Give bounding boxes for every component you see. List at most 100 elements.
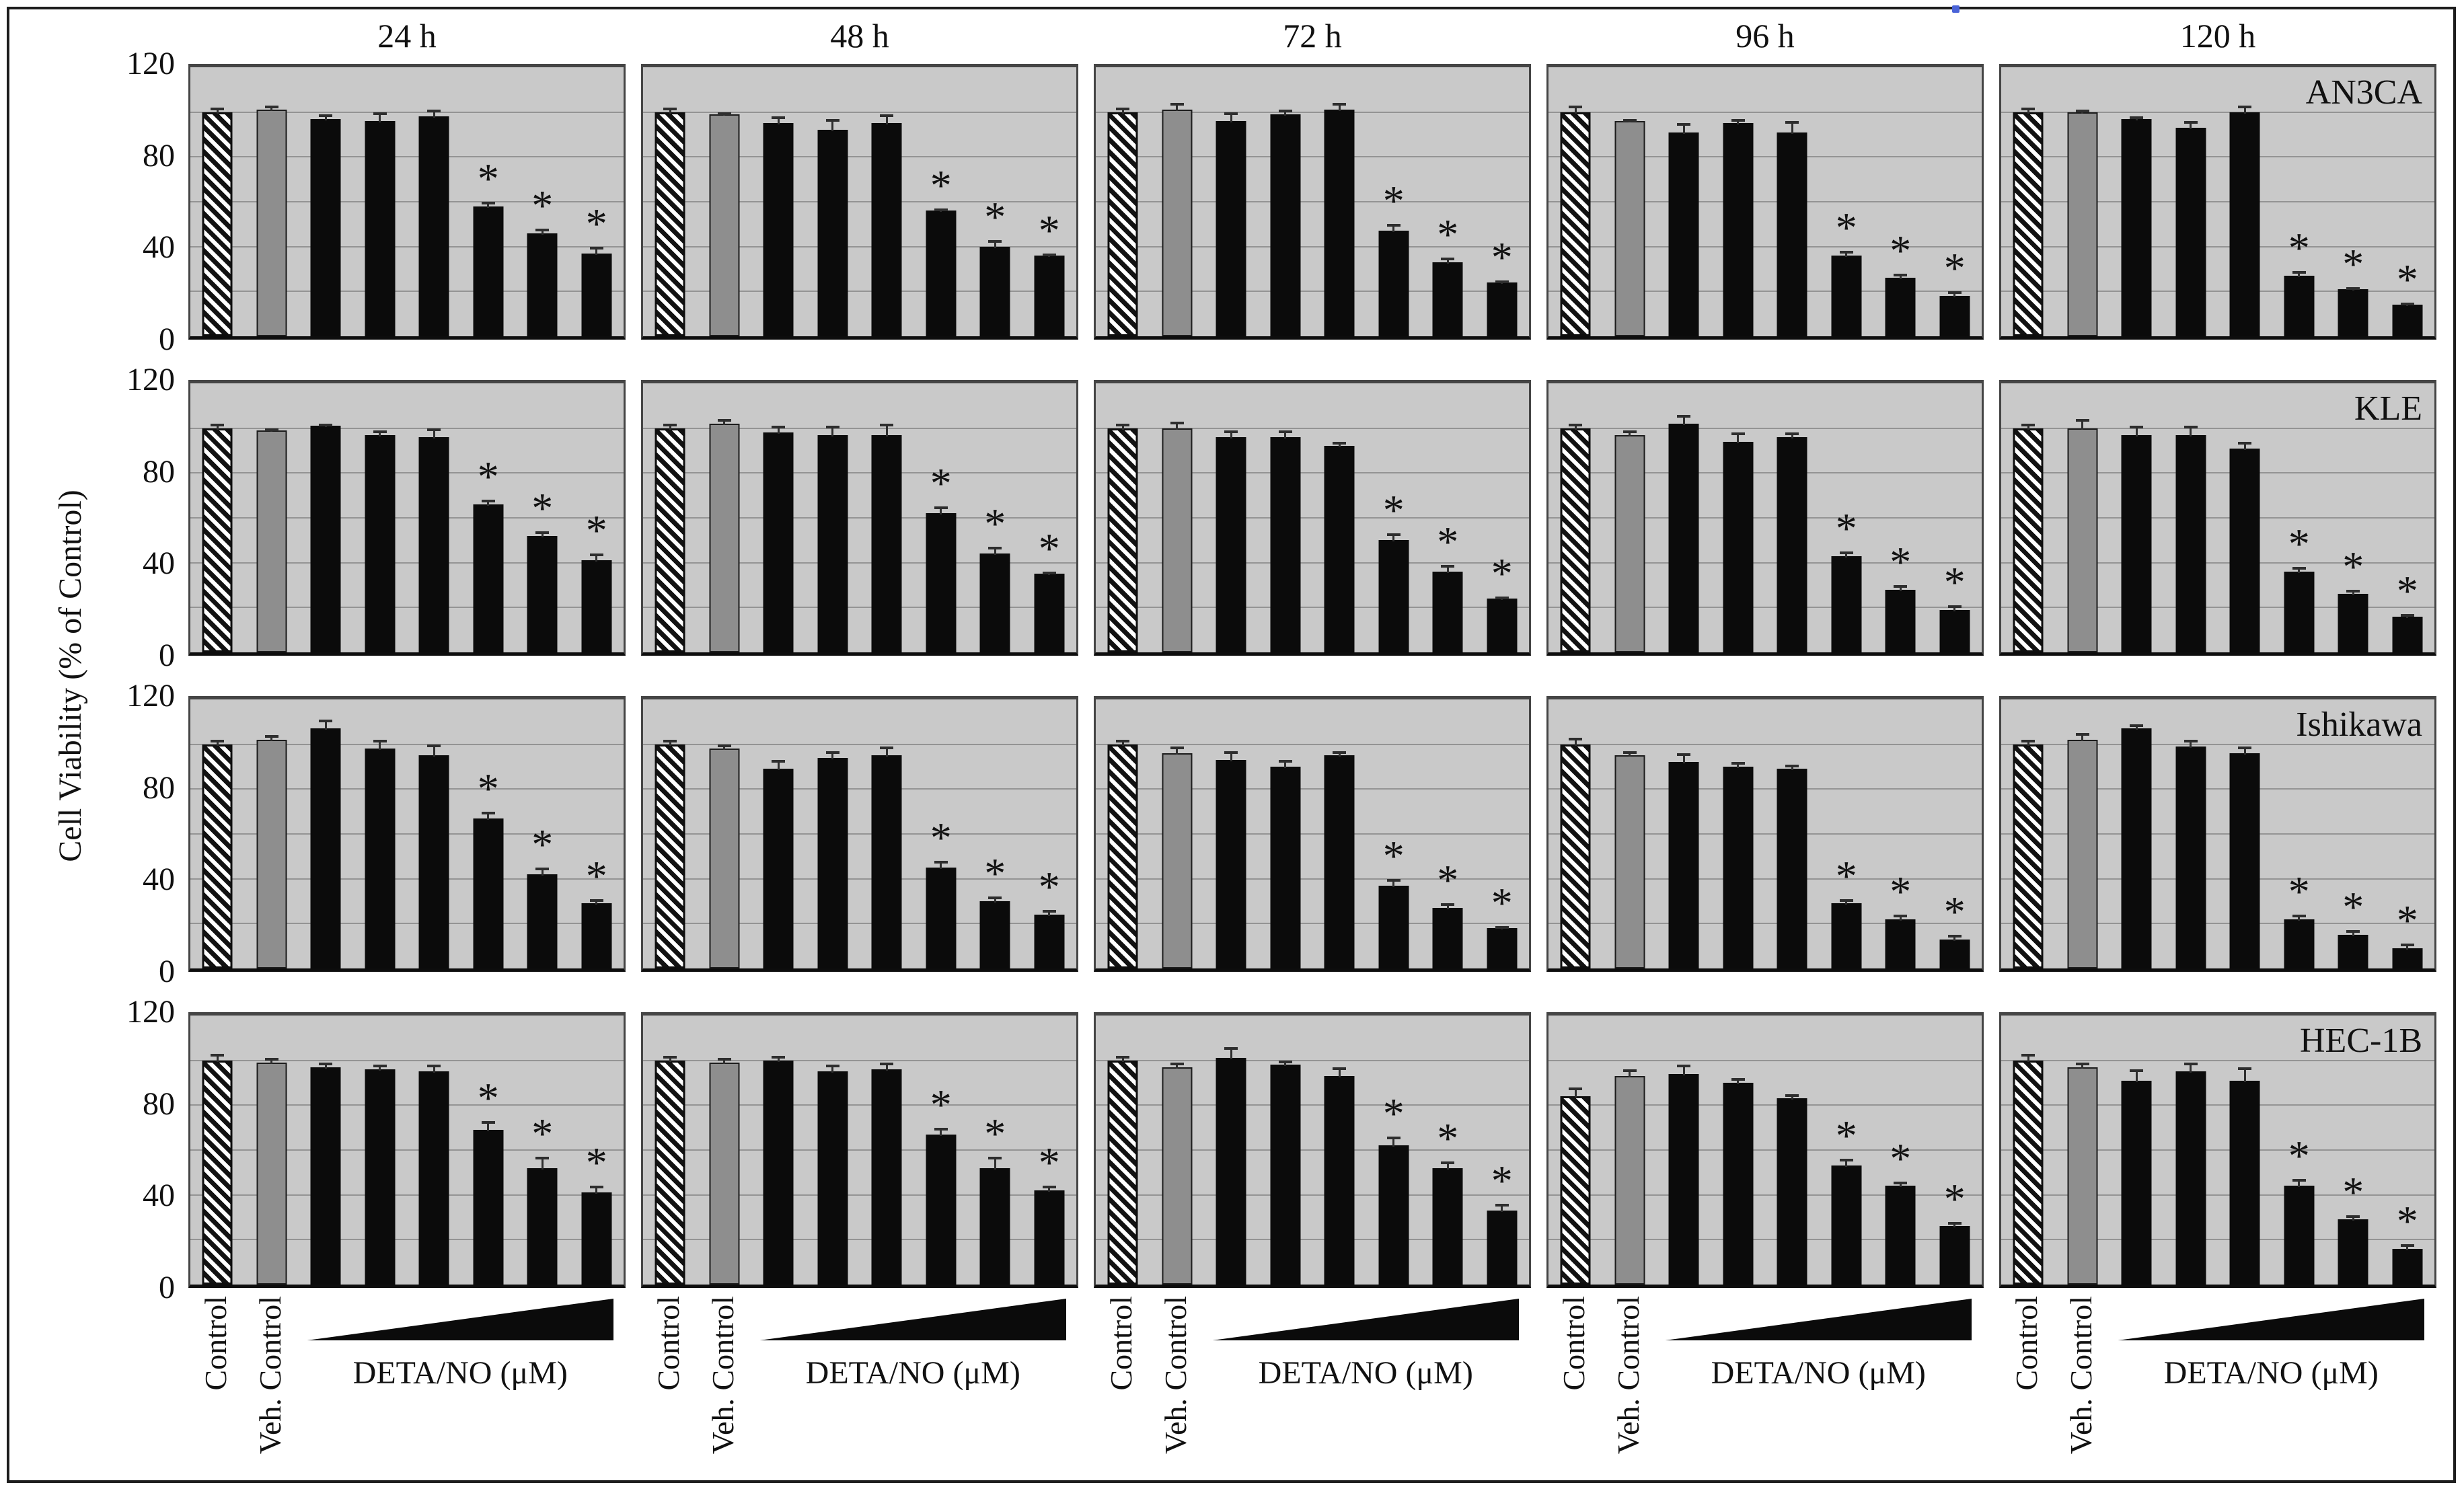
bar-slot: * [968,699,1022,968]
bar-dose-6 [1487,1211,1518,1285]
bar-slot: * [461,1016,516,1285]
bar-slots: * * * [643,67,1076,336]
bar-vehicle-control [709,749,740,968]
bar-slot [2001,383,2056,652]
bar-slot: * [570,383,624,652]
bar-slot: * [2272,383,2327,652]
bar-dose-3 [871,434,902,652]
error-bar [669,108,671,114]
gridline [643,878,1076,880]
bar-dose-4 [2284,572,2315,652]
gridline [190,788,624,790]
bar-control [202,1060,233,1285]
bar-slot [1657,383,1711,652]
bar-vehicle-control [256,430,287,652]
bar-slot: * [968,383,1022,652]
error-bar [324,720,327,730]
gridline [1096,743,1529,745]
cell-line-label: HEC-1B [2300,1022,2422,1060]
bar-control [202,428,233,652]
error-bar [1899,915,1902,921]
error-bar [216,424,219,430]
increasing-dose-wedge-icon [307,1299,613,1340]
bar-dose-1 [763,123,794,336]
panel-HEC-1B-24h: * * * [188,1012,626,1288]
gridline [1096,607,1529,609]
bar-slot: * [1022,1016,1077,1285]
error-bar [216,740,219,746]
column-title: 72 h [1283,17,1342,54]
error-bar [2243,1067,2246,1082]
panel-HEC-1B-72h: * * * [1094,1012,1531,1288]
gridline [1548,562,1982,564]
bar-slots: * * * [190,383,624,652]
bar-dose-4 [1378,231,1409,336]
error-bar [2243,747,2246,755]
significance-asterisk: * [1382,831,1405,880]
bar-slot [1259,383,1313,652]
bar-slot: * [515,383,570,652]
bar-control [202,744,233,968]
gridline [190,1104,624,1106]
bar-vehicle-control [1162,110,1193,336]
bar-slot: * [914,67,969,336]
bar-slot [643,1016,698,1285]
error-bar [1048,253,1051,257]
error-bar [1392,533,1395,542]
error-bar [885,114,888,125]
bar-slot: * [914,383,969,652]
significance-asterisk: * [2342,1168,2364,1216]
gridline [190,1239,624,1241]
panel-KLE-48h: * * * [641,380,1078,656]
bar-dose-2 [1723,1083,1754,1285]
gridline [2001,427,2434,429]
y-tick-label: 80 [143,769,175,806]
bar-dose-5 [979,246,1010,336]
bar-dose-6 [581,903,612,968]
bar-dose-1 [1216,1058,1246,1285]
bar-dose-1 [1668,424,1699,652]
bar-slot [190,67,245,336]
bar-slot [1204,383,1259,652]
bar-slot: * [1475,67,1530,336]
significance-asterisk: * [1038,525,1060,572]
bar-slot [1096,67,1150,336]
gridline [1548,1194,1982,1196]
bar-control [1560,112,1591,336]
bar-dose-3 [871,123,902,336]
bar-dose-1 [1668,132,1699,336]
error-bar [1284,760,1287,768]
bar-dose-3 [2229,448,2260,652]
bar-vehicle-control [1162,753,1193,968]
bar-slots: * * * [1096,383,1529,652]
bar-control [655,744,685,968]
significance-asterisk: * [2288,1132,2310,1180]
bar-slot [698,383,752,652]
bar-slot [407,1016,461,1285]
bar-vehicle-control [1614,755,1645,968]
x-label-veh-control: Veh. Control [1610,1296,1645,1455]
bar-slots: * * * [1096,699,1529,968]
bar-slot: * [2272,699,2327,968]
gridline [2001,472,2434,474]
gridline [1096,201,1529,202]
significance-asterisk: * [1382,1089,1405,1137]
error-bar [1791,1094,1793,1100]
error-bar [2243,441,2246,450]
bar-slot: * [1421,383,1475,652]
significance-asterisk: * [2342,239,2364,288]
error-bar [2406,944,2409,950]
error-bar [1446,903,1449,909]
error-bar [1121,424,1124,430]
gridline [1096,1239,1529,1241]
error-bar [433,1065,435,1073]
bar-control [655,1060,685,1285]
gridline [2001,156,2434,158]
bar-slot [2056,1016,2110,1285]
bar-dose-6 [1034,915,1065,968]
error-bar [1446,258,1449,264]
error-bar [433,110,435,118]
error-bar [595,553,598,562]
y-tick-label: 80 [143,137,175,174]
significance-asterisk: * [1835,204,1857,252]
